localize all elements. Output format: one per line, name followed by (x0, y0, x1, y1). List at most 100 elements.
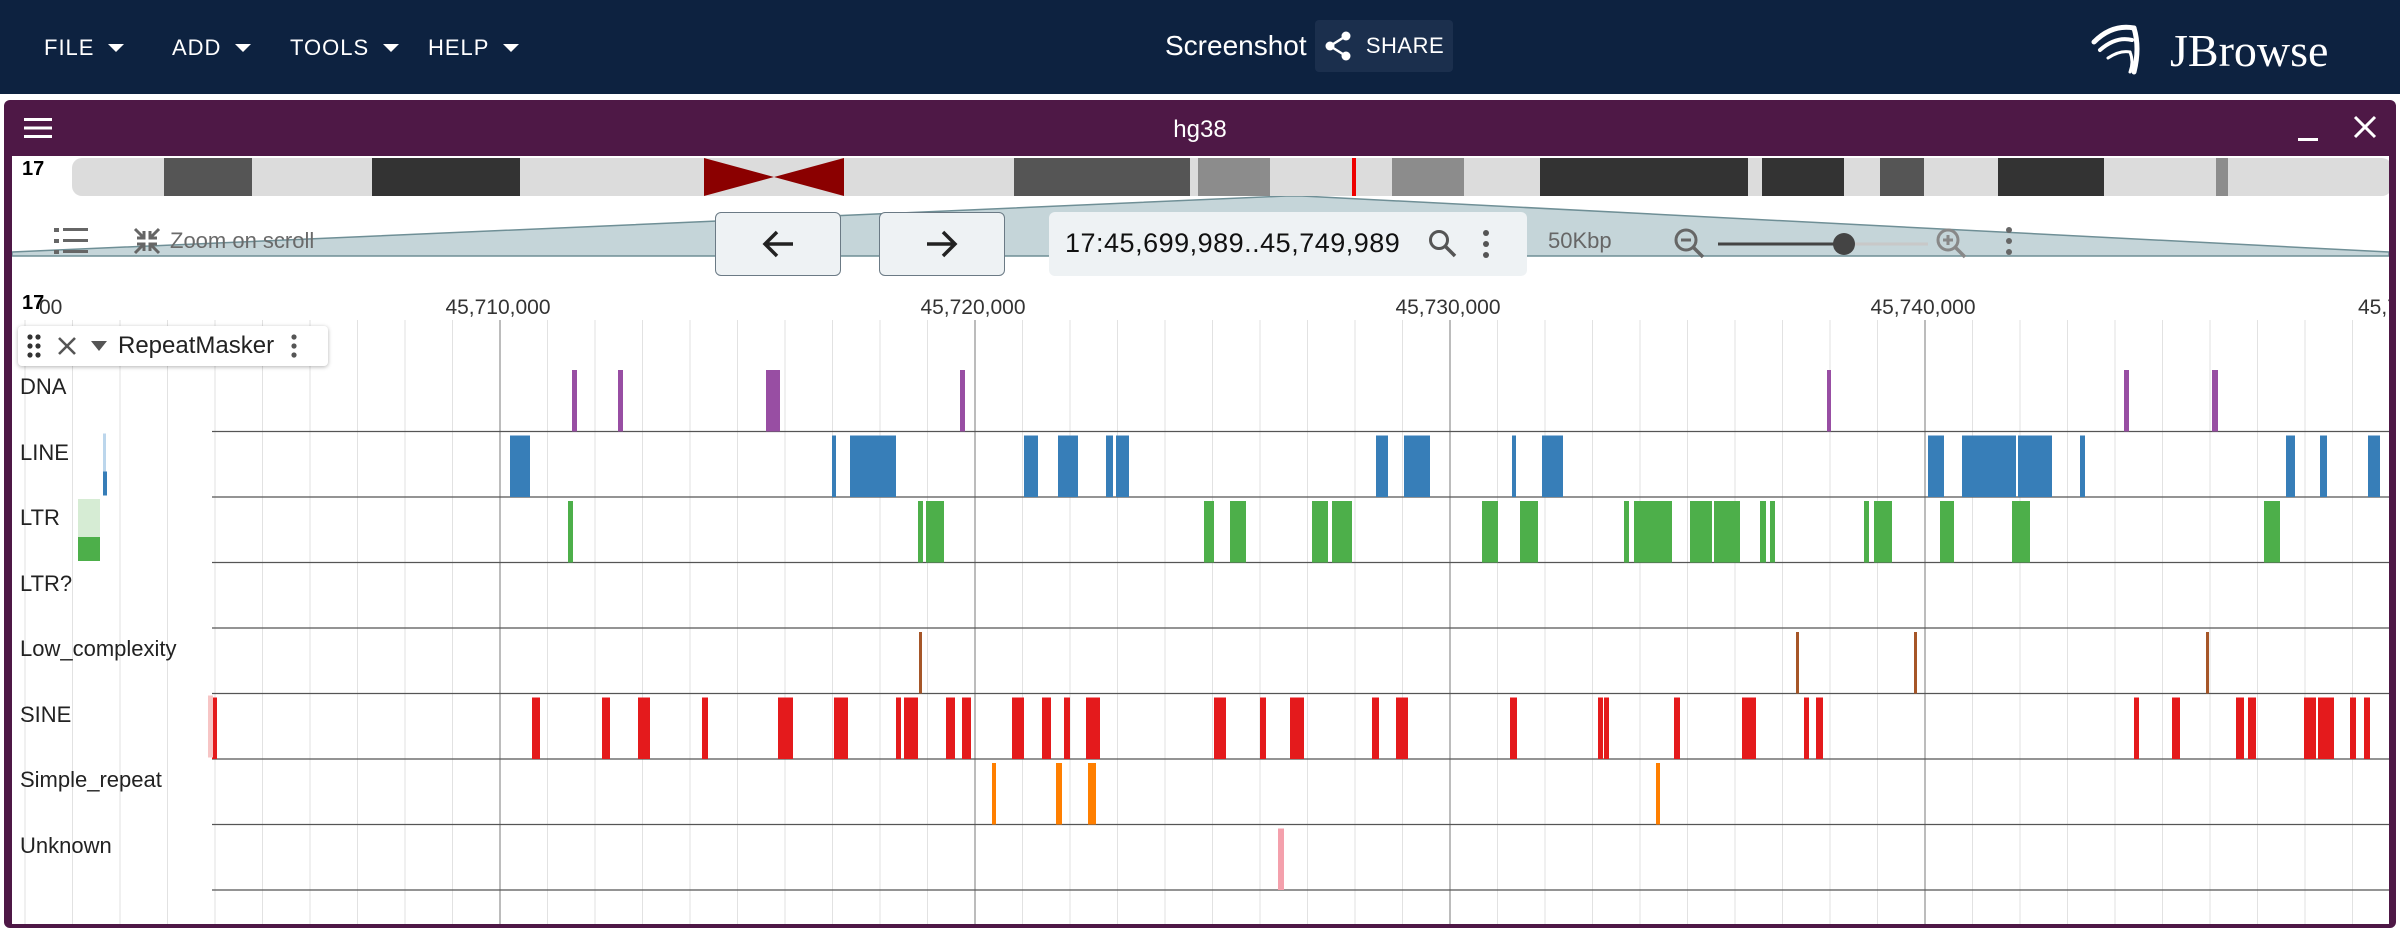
repeatmasker-track[interactable] (12, 320, 2389, 924)
more-vert-icon[interactable] (1481, 228, 1491, 260)
repeat-feature (2286, 435, 2295, 497)
ideogram-current-region (1352, 158, 1356, 196)
jbrowse-logo: JBrowse (2090, 18, 2360, 78)
ruler-tick-label: 45,720,000 (920, 296, 1025, 319)
scroll-right-button[interactable] (879, 212, 1005, 276)
ideogram-centromere (774, 158, 844, 196)
drag-handle-icon[interactable] (26, 333, 42, 359)
repeat-feature (2134, 697, 2139, 759)
ideogram-band (1198, 158, 1270, 196)
view-body: 17 (12, 156, 2389, 924)
hamburger-menu-icon[interactable] (24, 116, 52, 140)
repeat-feature (834, 697, 848, 759)
repeat-feature (1520, 501, 1538, 563)
file-menu[interactable]: FILE (44, 28, 125, 68)
view-header: hg38 (4, 100, 2396, 156)
ideogram-band (1014, 158, 1190, 196)
coordinate-ruler[interactable]: 00 45,710,000 45,720,000 45,730,000 45,7… (12, 292, 2389, 320)
zoom-on-scroll-icon[interactable] (132, 226, 162, 256)
search-icon[interactable] (1427, 228, 1459, 260)
session-name[interactable]: Screenshot (1165, 30, 1307, 61)
ideogram-band (372, 158, 520, 196)
repeat-feature (618, 370, 623, 432)
zoom-in-icon[interactable] (1934, 226, 1968, 260)
row-label: LTR? (20, 570, 73, 596)
repeat-feature (1312, 501, 1328, 563)
zoom-slider-thumb[interactable] (1833, 233, 1855, 255)
repeat-feature (1742, 697, 1756, 759)
repeat-feature (1770, 501, 1775, 563)
repeat-feature (602, 697, 610, 759)
repeat-feature (1816, 697, 1823, 759)
ruler-tick-label: 45,740,000 (1870, 296, 1975, 319)
repeat-feature (1278, 828, 1284, 890)
arrow-left-icon (762, 230, 793, 258)
repeat-feature (510, 435, 530, 497)
repeat-feature (904, 697, 918, 759)
repeat-feature (926, 501, 944, 563)
repeat-feature (1624, 501, 1629, 563)
repeat-feature (1086, 697, 1100, 759)
ltr-legend-swatch (78, 499, 100, 537)
chevron-down-icon (383, 44, 400, 52)
repeat-feature (2172, 697, 2180, 759)
close-icon[interactable] (2352, 114, 2378, 140)
zoom-on-scroll-label[interactable]: Zoom on scroll (170, 228, 315, 253)
ruler-chromosome-label: 17 (22, 292, 45, 314)
repeat-feature (212, 697, 217, 759)
view-options-more-icon[interactable] (2004, 226, 2014, 256)
repeat-feature (532, 697, 540, 759)
repeat-feature (1332, 501, 1352, 563)
repeat-feature (1690, 501, 1712, 563)
repeat-feature (2012, 501, 2030, 563)
add-menu-label: ADD (172, 35, 222, 60)
ideogram-band (1392, 158, 1464, 196)
scroll-left-button[interactable] (715, 212, 841, 276)
add-menu[interactable]: ADD (172, 28, 252, 68)
repeat-feature (1058, 435, 1078, 497)
locstring-input[interactable]: 17:45,699,989..45,749,989 (1065, 228, 1401, 258)
close-track-icon[interactable] (56, 335, 78, 357)
repeat-feature (2080, 435, 2085, 497)
repeat-feature (946, 697, 955, 759)
repeat-feature (960, 370, 965, 432)
view-title[interactable]: hg38 (1173, 116, 1227, 143)
repeat-feature (2264, 501, 2280, 563)
repeat-feature (1214, 697, 1226, 759)
chromosome-ideogram[interactable] (72, 158, 2389, 196)
repeat-feature (832, 435, 836, 497)
linear-genome-view: hg38 17 (4, 100, 2396, 928)
zoom-out-icon[interactable] (1672, 226, 1706, 260)
zoom-slider[interactable] (1718, 232, 1928, 256)
repeat-feature (1598, 697, 1603, 759)
repeat-feature (2320, 435, 2327, 497)
row-label: Unknown (20, 832, 112, 858)
repeat-feature (572, 370, 577, 432)
ideogram-band (1998, 158, 2104, 196)
tools-menu[interactable]: TOOLS (290, 28, 400, 68)
repeat-feature (766, 370, 780, 432)
arrow-right-icon (927, 230, 958, 258)
repeat-feature (918, 501, 923, 563)
repeat-feature (1012, 697, 1024, 759)
minimize-icon[interactable] (2298, 138, 2318, 141)
location-search-box[interactable]: 17:45,699,989..45,749,989 (1049, 212, 1527, 276)
ltr-legend-swatch (78, 537, 100, 561)
repeat-feature (638, 697, 650, 759)
track-menu-icon[interactable] (290, 334, 298, 358)
help-menu[interactable]: HELP (428, 28, 520, 68)
track-selector-icon[interactable] (54, 226, 88, 256)
ideogram-chromosome-label: 17 (22, 158, 45, 180)
row-label: SINE (20, 701, 72, 727)
repeat-feature (1376, 435, 1388, 497)
repeat-feature (1260, 697, 1266, 759)
ruler-start-label: 00 (39, 296, 62, 319)
sine-legend-swatch (208, 695, 213, 758)
repeat-feature (1064, 697, 1070, 759)
file-menu-label: FILE (44, 35, 95, 60)
share-button[interactable]: SHARE (1315, 20, 1453, 72)
help-menu-label: HELP (428, 35, 490, 60)
repeat-feature (1396, 697, 1408, 759)
repeat-feature (568, 501, 573, 563)
chevron-down-icon[interactable] (90, 339, 108, 353)
